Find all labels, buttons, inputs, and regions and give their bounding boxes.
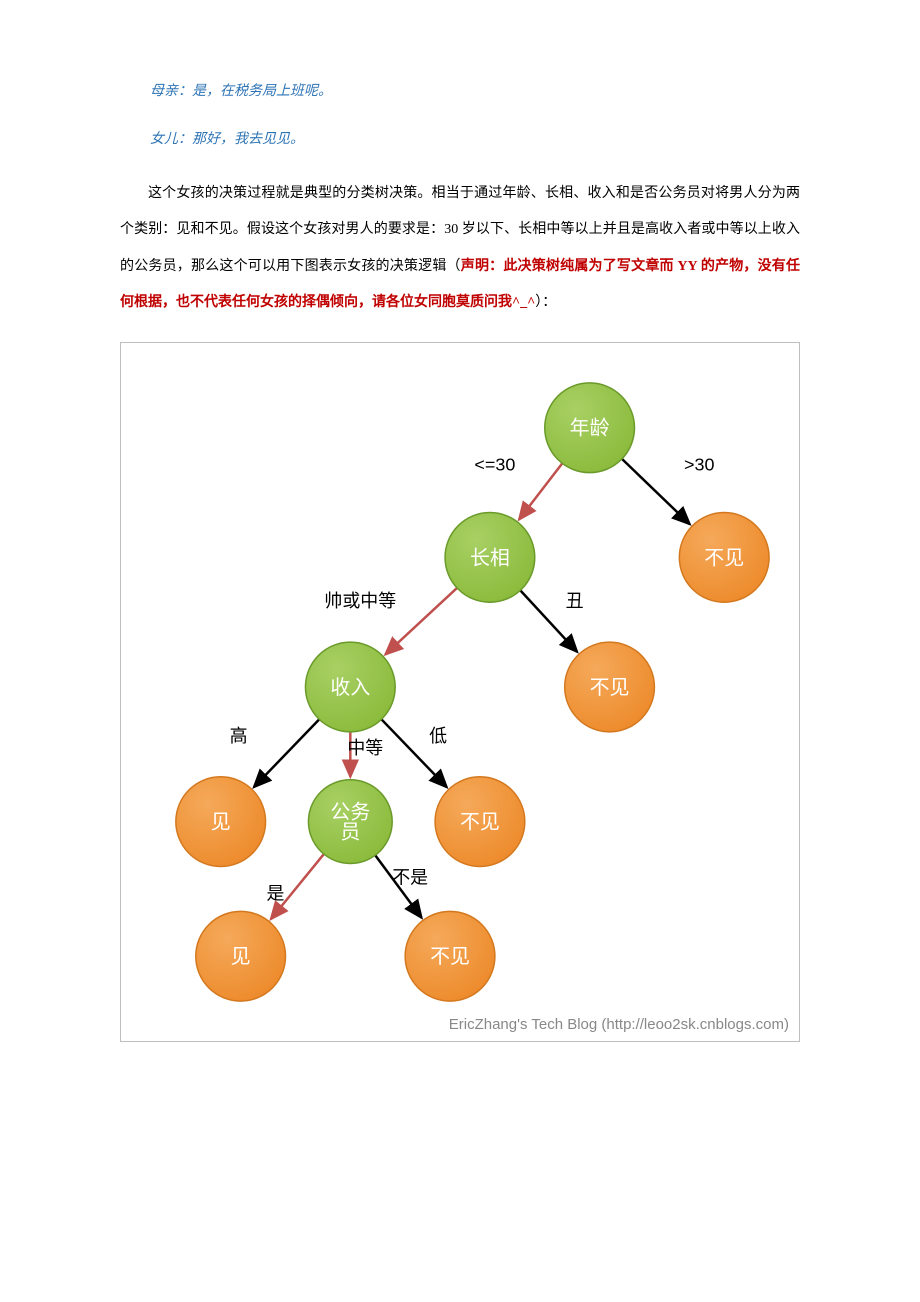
node-label: 不见 xyxy=(590,677,630,699)
edge-label: 丑 xyxy=(566,591,584,611)
tree-svg: <=30>30帅或中等丑高中等低是不是年龄长相不见收入不见见公务员不见见不见 xyxy=(121,343,799,1041)
node-label: 长相 xyxy=(470,546,510,569)
edge-label: >30 xyxy=(684,454,714,474)
quote-daughter: 女儿：那好，我去见见。 xyxy=(150,128,800,148)
edge-label: 是 xyxy=(267,883,285,903)
body-paragraph: 这个女孩的决策过程就是典型的分类树决策。相当于通过年龄、长相、收入和是否公务员对… xyxy=(120,176,800,322)
node-label: 不见 xyxy=(460,811,500,833)
node-label: 收入 xyxy=(330,676,370,699)
node-label: 见 xyxy=(211,811,231,833)
edge-label: 中等 xyxy=(347,737,383,757)
edge-label: 帅或中等 xyxy=(324,591,396,611)
watermark: EricZhang's Tech Blog (http://leoo2sk.cn… xyxy=(449,1016,789,1033)
node-label: 见 xyxy=(231,946,251,968)
edge-label: 高 xyxy=(230,725,248,745)
edge-label: <=30 xyxy=(474,454,515,474)
node-label: 年龄 xyxy=(570,416,610,439)
tree-edge xyxy=(254,719,319,787)
tree-edge xyxy=(519,463,562,519)
edge-label: 不是 xyxy=(392,867,428,887)
tree-edge xyxy=(622,458,690,523)
node-label: 不见 xyxy=(704,547,744,569)
edge-label: 低 xyxy=(429,725,447,745)
paragraph-post: ）： xyxy=(535,295,556,310)
decision-tree-diagram: <=30>30帅或中等丑高中等低是不是年龄长相不见收入不见见公务员不见见不见 E… xyxy=(120,342,800,1042)
quote-mother: 母亲：是，在税务局上班呢。 xyxy=(150,80,800,100)
node-label: 不见 xyxy=(430,946,470,968)
